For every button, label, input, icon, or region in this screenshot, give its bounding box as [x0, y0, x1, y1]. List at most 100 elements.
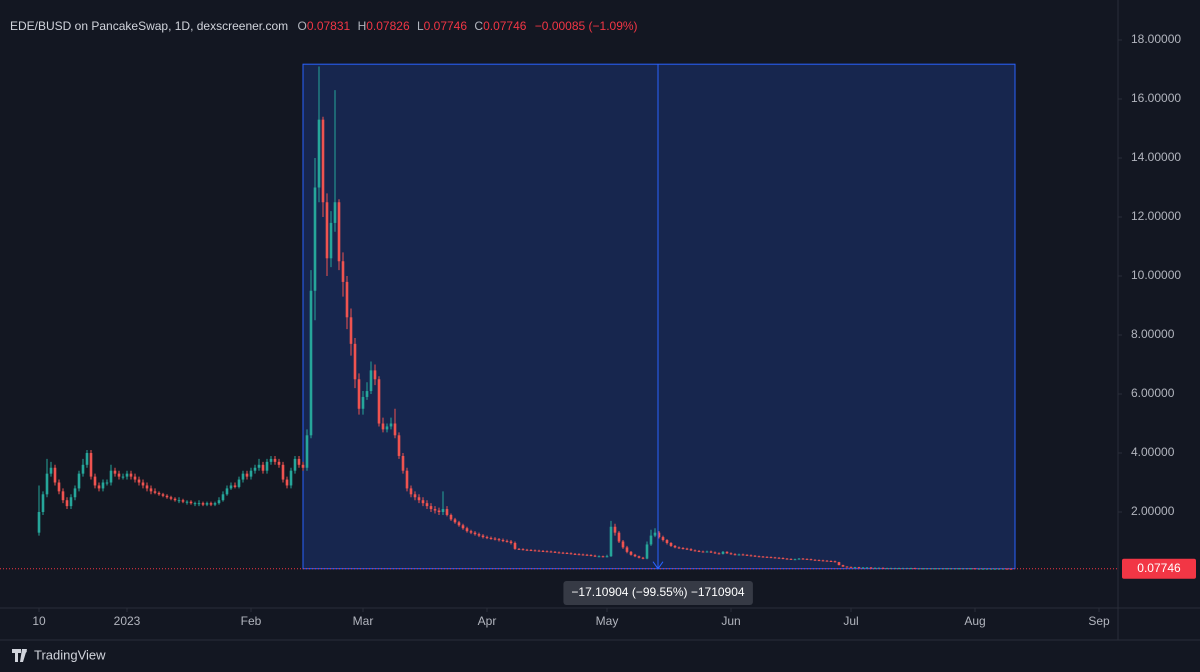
candle-body: [897, 568, 901, 570]
candle-body: [97, 485, 101, 489]
candle-body: [329, 222, 333, 259]
candle-body: [1005, 568, 1009, 570]
ohlc-value: 0.07746: [483, 19, 527, 33]
candle-body: [809, 559, 813, 561]
candle-body: [149, 488, 153, 492]
candle-body: [489, 537, 493, 539]
x-tick-label: 2023: [114, 614, 141, 628]
candle-body: [105, 482, 109, 484]
candle-body: [281, 464, 285, 480]
y-tick-label: 4.00000: [1131, 445, 1175, 459]
candle-body: [689, 549, 693, 551]
candle-body: [549, 551, 553, 553]
candle-body: [813, 559, 817, 561]
candle-body: [61, 491, 65, 501]
candle-body: [401, 455, 405, 471]
candle-body: [437, 510, 441, 513]
candle-body: [345, 281, 349, 318]
ohlc-label: H: [358, 19, 367, 33]
x-tick-label: Jul: [843, 614, 858, 628]
candle-body: [273, 458, 277, 462]
y-tick-label: 10.00000: [1131, 268, 1181, 282]
candle-body: [585, 554, 589, 556]
x-tick-label: Aug: [964, 614, 985, 628]
candle-body: [561, 552, 565, 554]
candle-body: [785, 558, 789, 560]
x-tick-label: Sep: [1088, 614, 1110, 628]
candle-body: [665, 540, 669, 543]
candle-body: [309, 290, 313, 436]
candle-body: [757, 556, 761, 558]
candle-body: [141, 482, 145, 486]
candle-body: [261, 464, 265, 471]
candle-body: [289, 470, 293, 486]
candle-body: [773, 557, 777, 559]
candle-body: [301, 464, 305, 468]
last-price-box: [1122, 558, 1196, 579]
legend-header: EDE/BUSD on PancakeSwap, 1D, dexscreener…: [10, 19, 638, 33]
candle-body: [269, 458, 273, 462]
candle-body: [653, 532, 657, 536]
candle-body: [253, 467, 257, 471]
candle-body: [529, 550, 533, 552]
candle-body: [789, 558, 793, 560]
candle-body: [245, 473, 249, 477]
candle-body: [677, 547, 681, 549]
candle-body: [453, 519, 457, 523]
candle-body: [317, 119, 321, 188]
candle-body: [229, 485, 233, 489]
candle-body: [733, 554, 737, 556]
x-tick-label: Jun: [721, 614, 740, 628]
candle-body: [849, 566, 853, 568]
brand-logo: TradingView: [12, 647, 106, 662]
candle-body: [729, 553, 733, 555]
candle-body: [441, 509, 445, 513]
candle-body: [597, 556, 601, 558]
candle-body: [169, 497, 173, 499]
candle-body: [605, 556, 609, 558]
candle-body: [777, 557, 781, 559]
candle-body: [117, 473, 121, 477]
candle-body: [873, 567, 877, 569]
candle-body: [469, 531, 473, 533]
candle-body: [837, 562, 841, 566]
candle-body: [365, 391, 369, 397]
candle-body: [609, 526, 613, 557]
ohlc-label: C: [474, 19, 483, 33]
candle-body: [817, 560, 821, 562]
y-tick-label: 8.00000: [1131, 327, 1175, 341]
y-tick-label: 12.00000: [1131, 209, 1181, 223]
candle-body: [297, 458, 301, 465]
candle-body: [541, 550, 545, 552]
candle-body: [449, 514, 453, 520]
ohlc-label: O: [297, 19, 306, 33]
candle-body: [753, 555, 757, 557]
candle-body: [589, 555, 593, 557]
candle-body: [885, 568, 889, 570]
candle-body: [209, 503, 213, 505]
x-tick-label: Feb: [241, 614, 262, 628]
candle-body: [77, 473, 81, 489]
candle-body: [701, 551, 705, 553]
candle-body: [277, 461, 281, 465]
candle-body: [425, 503, 429, 507]
candle-body: [433, 509, 437, 511]
candle-body: [321, 119, 325, 203]
candle-body: [153, 491, 157, 493]
candle-body: [633, 554, 637, 557]
candle-body: [749, 555, 753, 557]
candle-body: [857, 567, 861, 569]
candle-body: [389, 423, 393, 427]
candle-body: [717, 553, 721, 555]
candle-body: [157, 492, 161, 495]
candle-body: [53, 467, 57, 483]
candle-body: [361, 396, 365, 409]
candle-body: [737, 554, 741, 556]
logo-icon: [12, 649, 27, 662]
candle-body: [705, 551, 709, 553]
candle-body: [81, 464, 85, 474]
candle-body: [501, 540, 505, 542]
candle-body: [769, 557, 773, 559]
brand: TradingView: [34, 647, 106, 662]
